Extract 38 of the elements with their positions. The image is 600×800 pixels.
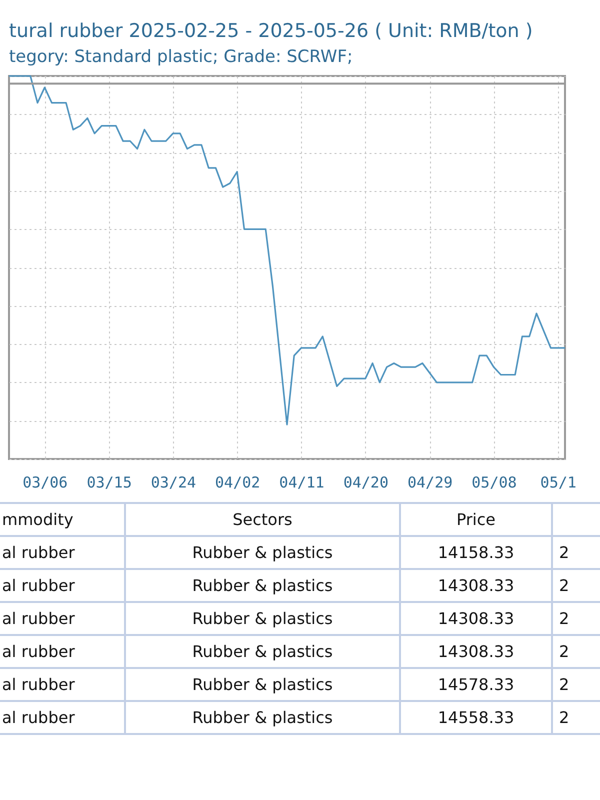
x-tick-label: 03/06 [22, 474, 68, 492]
text: 2 [552, 569, 600, 602]
text: Rubber & plastics [125, 536, 400, 569]
text: 14558.33 [400, 701, 552, 734]
text: 2 [552, 635, 600, 668]
x-tick-label: 04/02 [215, 474, 260, 492]
text: 14578.33 [400, 668, 552, 701]
chart-subtitle: tegory: Standard plastic; Grade: SCRWF; [9, 47, 353, 68]
text: al rubber [0, 536, 125, 569]
x-tick-label: 04/20 [343, 474, 388, 492]
text: 2 [552, 668, 600, 701]
text: 14308.33 [400, 635, 552, 668]
text: 14308.33 [400, 602, 552, 635]
chart-title: tural rubber 2025-02-25 - 2025-05-26 ( Unit: RMB/ton ) [9, 20, 533, 42]
text: al rubber [0, 701, 125, 734]
text: mmodity [0, 503, 125, 536]
text: al rubber [0, 635, 125, 668]
text: al rubber [0, 668, 125, 701]
text: Price [400, 503, 552, 536]
text: 2 [552, 536, 600, 569]
text: al rubber [0, 569, 125, 602]
x-tick-label: 05/08 [472, 474, 517, 492]
text: Rubber & plastics [125, 668, 400, 701]
text: al rubber [0, 602, 125, 635]
text: 14158.33 [400, 536, 552, 569]
x-tick-label: 03/24 [150, 474, 196, 492]
x-tick-label: 05/1 [540, 474, 576, 492]
text: 2 [552, 602, 600, 635]
text: Rubber & plastics [125, 569, 400, 602]
text: 14308.33 [400, 569, 552, 602]
text: 2 [552, 701, 600, 734]
x-tick-label: 04/29 [407, 474, 453, 492]
text: Rubber & plastics [125, 635, 400, 668]
text: Rubber & plastics [125, 602, 400, 635]
text: Sectors [125, 503, 400, 536]
text: Rubber & plastics [125, 701, 400, 734]
x-tick-label: 03/15 [86, 474, 132, 492]
x-tick-label: 04/11 [279, 474, 324, 492]
